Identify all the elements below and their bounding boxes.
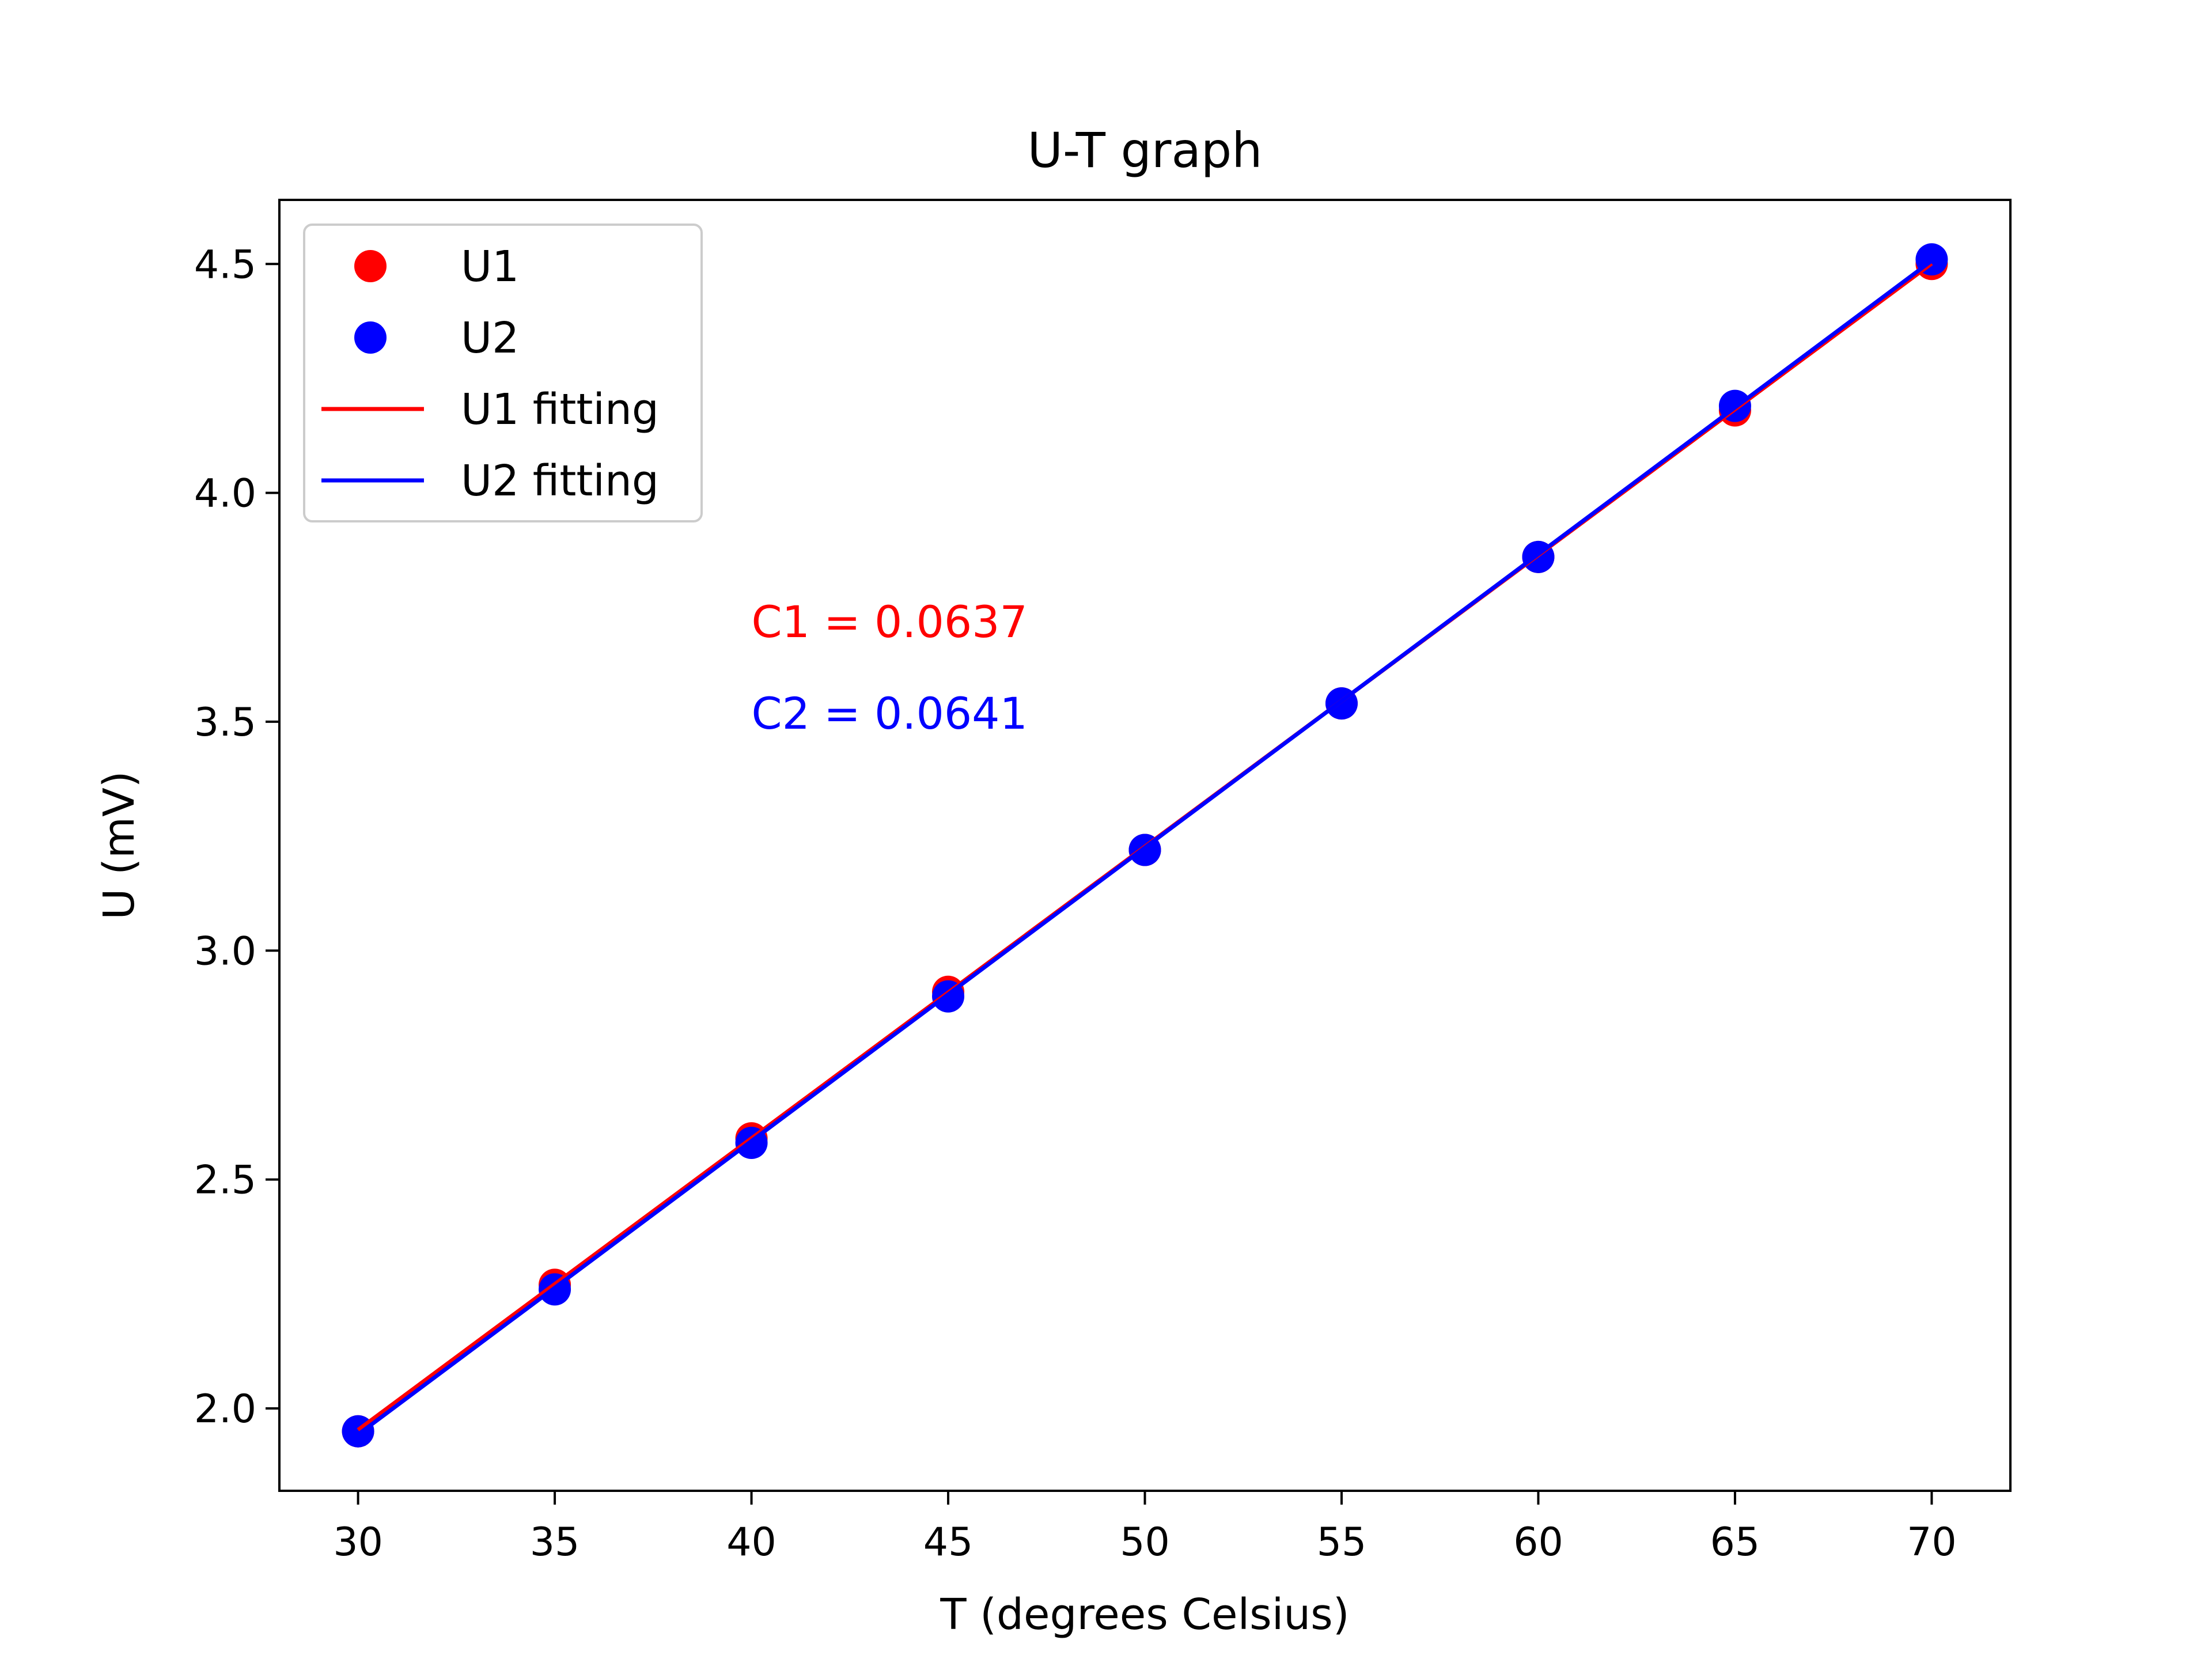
y-tick-label: 3.0: [194, 929, 256, 974]
y-axis: 2.0 2.5 3.0 3.5 4.0 4.5: [194, 242, 279, 1432]
legend-marker-u2: [354, 321, 387, 354]
y-tick-label: 4.0: [194, 471, 256, 517]
annotations: C1 = 0.0637 C2 = 0.0641: [752, 596, 1028, 739]
legend-label: U2: [461, 313, 519, 363]
x-tick-label: 60: [1513, 1520, 1563, 1565]
x-tick-label: 35: [530, 1520, 580, 1565]
x-tick-label: 70: [1907, 1520, 1957, 1565]
x-tick-label: 55: [1317, 1520, 1367, 1565]
legend-label: U2 fitting: [461, 456, 659, 506]
annotation-c1: C1 = 0.0637: [752, 596, 1028, 647]
y-axis-label: U (mV): [94, 771, 144, 919]
legend-label: U1: [461, 242, 519, 291]
x-tick-label: 30: [333, 1520, 383, 1565]
x-axis: 30 35 40 45 50 55 60 65 70: [333, 1491, 1957, 1565]
legend-marker-u1: [354, 250, 387, 282]
x-tick-label: 40: [726, 1520, 777, 1565]
y-tick-label: 4.5: [194, 242, 256, 287]
x-tick-label: 50: [1120, 1520, 1170, 1565]
legend-label: U1 fitting: [461, 385, 659, 434]
legend-box: [303, 224, 703, 522]
y-tick-label: 2.0: [194, 1387, 256, 1432]
plot-area: [342, 243, 1948, 1448]
annotation-c2: C2 = 0.0641: [752, 688, 1028, 739]
x-tick-label: 65: [1710, 1520, 1760, 1565]
y-tick-label: 3.5: [194, 700, 256, 745]
x-axis-label: T (degrees Celsius): [940, 1590, 1349, 1639]
y-tick-label: 2.5: [194, 1158, 256, 1203]
line-u2-fitting: [357, 259, 1933, 1437]
x-tick-label: 45: [923, 1520, 974, 1565]
chart-title: U-T graph: [1028, 122, 1263, 179]
legend: U1 U2 U1 fitting U2 fitting: [303, 224, 703, 522]
